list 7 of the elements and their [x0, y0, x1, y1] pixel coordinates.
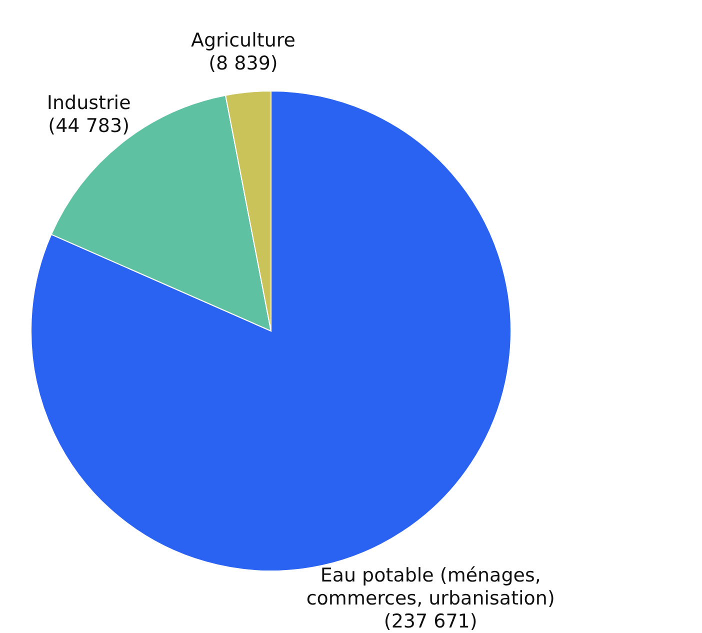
- data-label: (8 839): [208, 52, 278, 74]
- slice-label: Industrie: [46, 92, 131, 114]
- slice-label: Eau potable (ménages, commerces, urbanisation): [306, 564, 555, 610]
- pie-slice: [50, 94, 272, 332]
- data-label: (44 783): [48, 114, 130, 137]
- slice-label: Agriculture: [190, 29, 296, 52]
- data-label: (237 671): [384, 610, 478, 633]
